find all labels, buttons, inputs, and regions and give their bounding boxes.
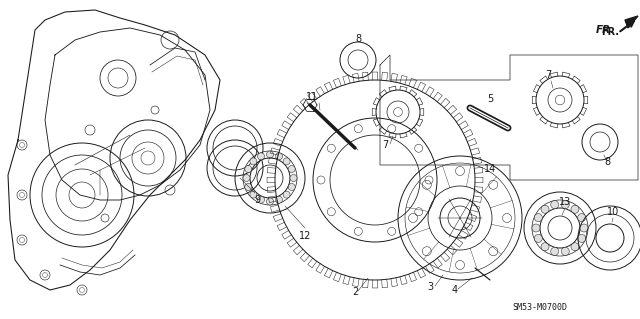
Circle shape bbox=[550, 248, 559, 256]
Circle shape bbox=[257, 153, 264, 160]
Text: 7: 7 bbox=[545, 70, 551, 80]
Circle shape bbox=[288, 166, 295, 173]
Circle shape bbox=[275, 196, 282, 203]
Text: 10: 10 bbox=[607, 207, 619, 217]
Circle shape bbox=[250, 191, 257, 198]
Circle shape bbox=[550, 201, 559, 209]
Circle shape bbox=[283, 191, 290, 198]
Text: SM53-M0700D: SM53-M0700D bbox=[513, 303, 568, 313]
Text: 9: 9 bbox=[254, 195, 260, 205]
Circle shape bbox=[578, 234, 586, 242]
Circle shape bbox=[244, 166, 252, 173]
Text: 4: 4 bbox=[452, 285, 458, 295]
Circle shape bbox=[532, 224, 540, 232]
Circle shape bbox=[571, 205, 579, 213]
Circle shape bbox=[283, 158, 290, 165]
Circle shape bbox=[266, 198, 273, 205]
Circle shape bbox=[275, 153, 282, 160]
Circle shape bbox=[243, 174, 250, 182]
Circle shape bbox=[290, 174, 297, 182]
Circle shape bbox=[266, 151, 273, 158]
Circle shape bbox=[561, 248, 570, 256]
Circle shape bbox=[578, 214, 586, 222]
Circle shape bbox=[534, 234, 542, 242]
Circle shape bbox=[288, 183, 295, 190]
Circle shape bbox=[561, 201, 570, 209]
Text: 8: 8 bbox=[355, 34, 361, 44]
Text: 2: 2 bbox=[352, 287, 358, 297]
Circle shape bbox=[257, 196, 264, 203]
Text: 8: 8 bbox=[604, 157, 610, 167]
Text: 13: 13 bbox=[559, 197, 571, 207]
Text: FR.: FR. bbox=[595, 25, 614, 35]
Circle shape bbox=[541, 243, 549, 251]
Text: 3: 3 bbox=[427, 282, 433, 292]
Circle shape bbox=[580, 224, 588, 232]
Text: 7: 7 bbox=[382, 140, 388, 150]
Circle shape bbox=[541, 205, 549, 213]
Circle shape bbox=[571, 243, 579, 251]
Text: 12: 12 bbox=[299, 231, 311, 241]
Text: 14: 14 bbox=[484, 164, 496, 174]
Polygon shape bbox=[625, 16, 638, 28]
Text: 5: 5 bbox=[487, 94, 493, 104]
Circle shape bbox=[534, 214, 542, 222]
Text: FR.: FR. bbox=[601, 27, 619, 37]
Circle shape bbox=[244, 183, 252, 190]
Text: 11: 11 bbox=[306, 92, 318, 102]
Circle shape bbox=[250, 158, 257, 165]
